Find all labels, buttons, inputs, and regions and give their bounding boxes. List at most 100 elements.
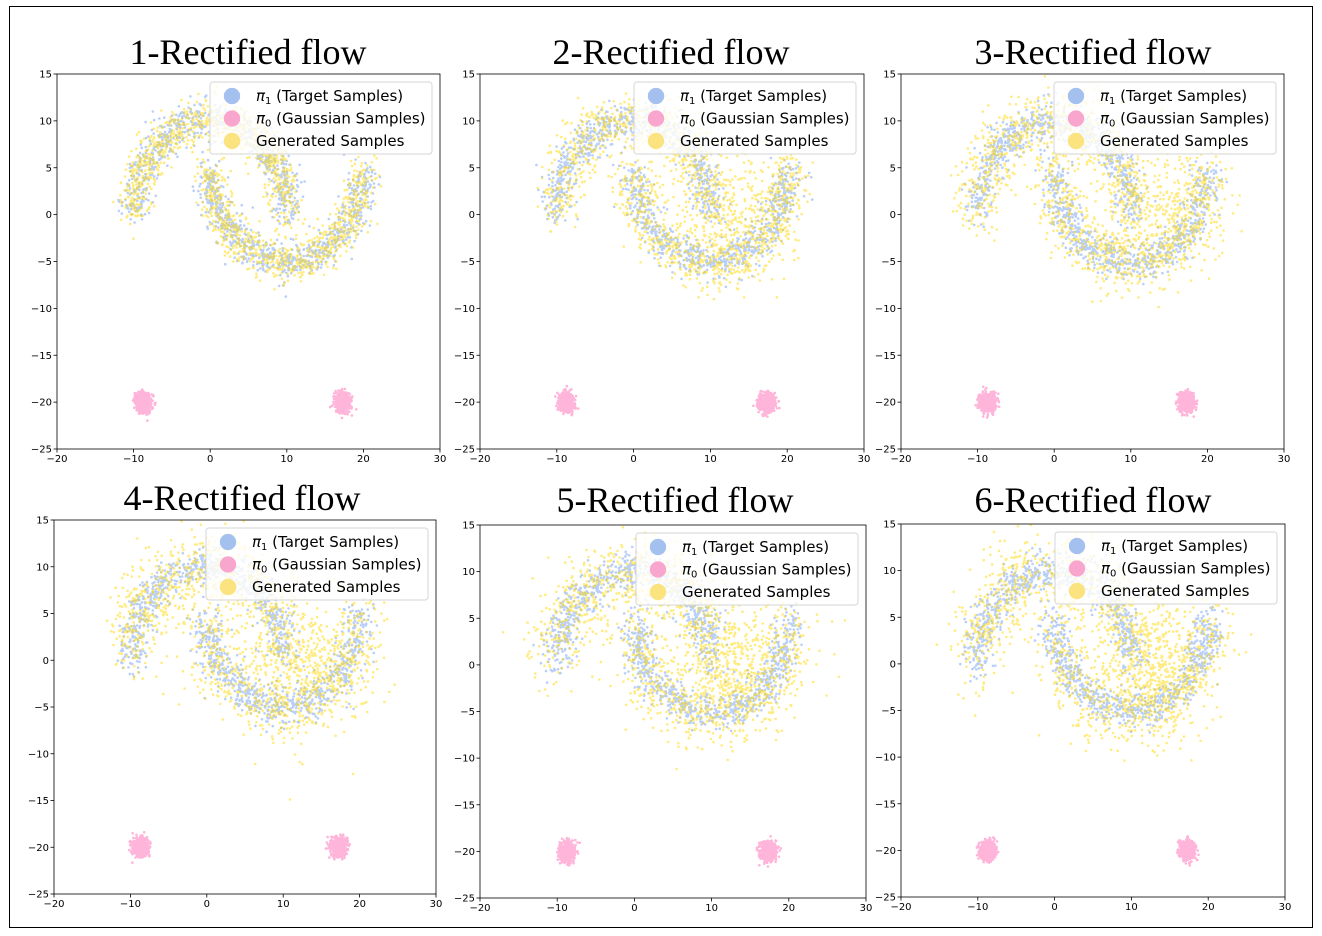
legend-entry-gaussian-label: π0 (Gaussian Samples) — [680, 110, 850, 130]
legend-entry-gaussian-label: π0 (Gaussian Samples) — [682, 561, 852, 581]
legend-entry-gaussian-label: π0 (Gaussian Samples) — [252, 556, 422, 576]
y-tick-label: −20 — [454, 398, 475, 409]
y-tick-label: −10 — [454, 754, 475, 765]
y-tick-label: 0 — [890, 210, 896, 221]
chart-title: 6-Rectified flow — [975, 480, 1212, 520]
y-tick-label: −15 — [31, 351, 52, 362]
legend-entry-generated-label: Generated Samples — [680, 132, 829, 150]
gaussian-sample-points — [131, 387, 358, 422]
y-tick-label: −15 — [875, 799, 896, 810]
y-tick-label: −5 — [460, 707, 475, 718]
legend-entry-target-label: π1 (Target Samples) — [1101, 537, 1248, 557]
x-tick-label: 10 — [1124, 454, 1137, 465]
y-tick-label: −5 — [881, 257, 896, 268]
y-tick-label: −15 — [454, 800, 475, 811]
legend-entry-target-marker — [649, 538, 667, 556]
x-tick-label: −10 — [547, 903, 568, 914]
y-tick-label: 10 — [883, 566, 896, 577]
y-tick-label: 5 — [469, 614, 475, 625]
x-tick-label: −20 — [43, 899, 64, 910]
legend-entry-generated-marker — [1068, 582, 1086, 600]
chart-panel-5: 5-Rectified flow −20 −10 0 10 20 30 15 10 5 0 −5 −10… — [454, 480, 872, 914]
y-tick-label: 10 — [883, 116, 896, 127]
legend-entry-gaussian-marker — [1067, 110, 1085, 127]
x-tick-label: 0 — [1051, 454, 1057, 465]
legend-entry-generated-marker — [649, 583, 667, 601]
x-tick-label: 0 — [1051, 902, 1057, 913]
gaussian-sample-points — [974, 385, 1199, 419]
legend-entry-target-marker — [1067, 87, 1085, 105]
x-tick-label: −20 — [890, 454, 911, 465]
y-tick-label: 10 — [462, 116, 475, 127]
legend: π1 (Target Samples) π0 (Gaussian Samples)… — [1053, 81, 1277, 155]
y-tick-label: −25 — [875, 893, 896, 904]
x-tick-label: −20 — [890, 902, 911, 913]
legend-entry-gaussian-label: π0 (Gaussian Samples) — [1101, 560, 1271, 580]
y-tick-label: 15 — [39, 70, 52, 81]
legend-entry-target-label: π1 (Target Samples) — [680, 87, 827, 107]
x-tick-label: −10 — [967, 454, 988, 465]
y-tick-label: −20 — [28, 843, 49, 854]
legend-entry-generated-marker — [1067, 132, 1085, 150]
chart-title: 1-Rectified flow — [130, 32, 367, 72]
y-tick-label: −10 — [31, 304, 52, 315]
y-tick-label: −5 — [34, 703, 49, 714]
y-tick-label: −20 — [454, 847, 475, 858]
x-tick-label: 0 — [631, 903, 637, 914]
y-tick-label: 15 — [462, 521, 475, 532]
legend-box — [209, 81, 433, 155]
x-tick-label: 30 — [858, 454, 871, 465]
x-tick-label: 20 — [1201, 454, 1214, 465]
legend-entry-target-marker — [219, 533, 237, 551]
chart-title: 3-Rectified flow — [975, 32, 1212, 72]
legend-box — [1053, 81, 1277, 155]
y-tick-label: −5 — [460, 257, 475, 268]
y-tick-label: 5 — [469, 163, 475, 174]
y-tick-label: −15 — [28, 796, 49, 807]
y-tick-label: −20 — [875, 398, 896, 409]
y-tick-label: 10 — [462, 567, 475, 578]
legend-entry-target-marker — [1068, 537, 1086, 555]
x-tick-label: 0 — [204, 899, 210, 910]
legend-entry-gaussian-marker — [219, 556, 237, 573]
y-tick-label: 0 — [469, 210, 475, 221]
y-tick-label: 5 — [46, 163, 52, 174]
legend: π1 (Target Samples) π0 (Gaussian Samples)… — [209, 81, 433, 155]
legend-entry-target-label: π1 (Target Samples) — [256, 87, 403, 107]
legend-entry-generated-marker — [647, 132, 665, 150]
legend: π1 (Target Samples) π0 (Gaussian Samples)… — [205, 527, 429, 601]
legend-entry-gaussian-marker — [1068, 560, 1086, 577]
x-tick-label: 10 — [705, 903, 718, 914]
x-tick-label: 30 — [860, 903, 873, 914]
legend-entry-generated-label: Generated Samples — [1100, 132, 1249, 150]
chart-panel-1: 1-Rectified flow −20 −10 0 10 20 30 15 10 5 0 −5 −10… — [31, 32, 446, 465]
y-tick-label: 0 — [43, 656, 49, 667]
gaussian-sample-points — [975, 835, 1200, 867]
y-tick-label: −15 — [875, 351, 896, 362]
generated-sample-points — [949, 75, 1243, 309]
x-tick-label: 10 — [280, 454, 293, 465]
x-tick-label: −20 — [469, 454, 490, 465]
x-tick-label: 30 — [434, 454, 447, 465]
x-tick-label: 20 — [1202, 902, 1215, 913]
legend: π1 (Target Samples) π0 (Gaussian Samples)… — [635, 532, 859, 606]
y-tick-label: −10 — [454, 304, 475, 315]
y-tick-label: −25 — [875, 445, 896, 456]
legend-entry-generated-marker — [219, 578, 237, 596]
x-tick-label: 20 — [781, 454, 794, 465]
y-tick-label: −25 — [454, 445, 475, 456]
x-tick-label: 10 — [1125, 902, 1138, 913]
x-tick-label: 10 — [277, 899, 290, 910]
scatter-points — [111, 85, 383, 422]
y-tick-label: −15 — [454, 351, 475, 362]
x-tick-label: 20 — [353, 899, 366, 910]
legend-box — [205, 527, 429, 601]
legend-entry-target-label: π1 (Target Samples) — [1100, 87, 1247, 107]
y-tick-label: 0 — [890, 659, 896, 670]
gaussian-sample-points — [556, 835, 783, 868]
y-tick-label: 10 — [36, 562, 49, 573]
x-tick-label: −20 — [46, 454, 67, 465]
x-tick-label: 30 — [430, 899, 443, 910]
y-tick-label: −25 — [28, 890, 49, 901]
